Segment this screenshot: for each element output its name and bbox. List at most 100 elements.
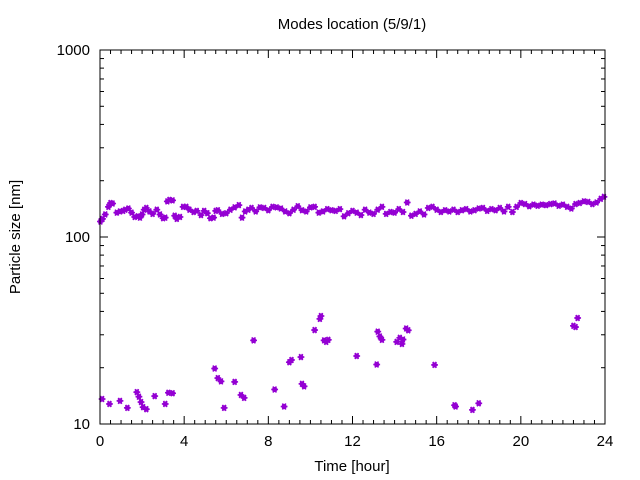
minor-ticks bbox=[100, 50, 605, 424]
data-point bbox=[217, 377, 225, 385]
data-point bbox=[106, 400, 113, 408]
data-point bbox=[210, 214, 218, 221]
data-point bbox=[353, 352, 361, 360]
data-point bbox=[264, 206, 272, 214]
data-points bbox=[97, 193, 608, 414]
x-axis-label: Time [hour] bbox=[314, 458, 389, 475]
data-point bbox=[214, 206, 222, 214]
data-point bbox=[176, 213, 184, 221]
data-point bbox=[288, 356, 295, 364]
data-point bbox=[574, 314, 582, 322]
x-tick-label: 0 bbox=[96, 433, 104, 450]
data-point bbox=[116, 397, 124, 405]
y-tick-label: 100 bbox=[65, 229, 90, 246]
data-point bbox=[161, 214, 169, 221]
data-point bbox=[431, 361, 438, 369]
data-point bbox=[302, 208, 310, 215]
data-point bbox=[399, 208, 407, 216]
data-point bbox=[593, 199, 600, 206]
plot-frame bbox=[99, 49, 606, 425]
data-point bbox=[142, 405, 150, 413]
data-point bbox=[297, 353, 305, 361]
data-point bbox=[222, 209, 230, 217]
x-tick-label: 16 bbox=[428, 433, 445, 450]
data-point bbox=[357, 211, 365, 219]
data-point bbox=[509, 208, 516, 216]
data-point bbox=[479, 204, 487, 212]
data-point bbox=[513, 203, 521, 211]
data-point bbox=[240, 394, 248, 402]
data-point bbox=[151, 392, 159, 400]
x-tick-label: 12 bbox=[344, 433, 361, 450]
data-point bbox=[567, 205, 575, 212]
x-tick-label: 24 bbox=[597, 433, 614, 450]
data-point bbox=[521, 200, 529, 208]
x-tick-label: 20 bbox=[512, 433, 529, 450]
data-point bbox=[109, 200, 117, 207]
chart-title: Modes location (5/9/1) bbox=[278, 16, 426, 33]
data-point bbox=[169, 389, 176, 397]
data-point bbox=[256, 203, 264, 211]
data-point bbox=[378, 203, 386, 211]
data-point bbox=[336, 205, 344, 213]
data-point bbox=[203, 209, 211, 217]
data-point bbox=[496, 204, 504, 212]
data-point bbox=[101, 211, 109, 218]
x-tick-label: 8 bbox=[264, 433, 272, 450]
data-point bbox=[324, 336, 332, 344]
data-point bbox=[391, 209, 398, 217]
data-point bbox=[169, 196, 176, 204]
major-ticks bbox=[99, 49, 606, 425]
data-point bbox=[285, 209, 293, 217]
data-point bbox=[98, 395, 106, 403]
data-point bbox=[149, 210, 157, 218]
data-point bbox=[271, 386, 279, 393]
data-point bbox=[340, 212, 348, 220]
tick-labels: 0 4 8 12 16 20 24 10 100 1000 bbox=[57, 42, 614, 450]
data-point bbox=[420, 211, 428, 218]
y-axis-label: Particle size [nm] bbox=[7, 180, 24, 294]
data-point bbox=[250, 336, 258, 344]
data-point bbox=[469, 406, 476, 414]
data-point bbox=[317, 312, 325, 320]
data-point bbox=[475, 399, 483, 407]
data-point bbox=[235, 201, 243, 209]
data-point bbox=[399, 336, 407, 343]
data-point bbox=[137, 398, 145, 406]
data-point bbox=[135, 393, 143, 401]
data-point bbox=[504, 203, 512, 211]
data-point bbox=[290, 206, 297, 214]
data-point bbox=[452, 403, 460, 410]
data-point bbox=[193, 207, 201, 215]
data-point bbox=[238, 214, 246, 221]
data-point bbox=[378, 336, 386, 344]
data-point bbox=[500, 208, 508, 215]
data-point bbox=[572, 200, 579, 208]
data-point bbox=[403, 199, 411, 206]
data-point bbox=[530, 201, 537, 209]
data-point bbox=[374, 206, 382, 214]
data-point bbox=[373, 361, 381, 368]
data-point bbox=[220, 404, 228, 412]
data-point bbox=[277, 205, 285, 212]
data-point bbox=[248, 204, 255, 212]
data-point bbox=[311, 203, 319, 211]
y-tick-label: 1000 bbox=[57, 42, 90, 59]
data-point bbox=[404, 326, 412, 334]
data-point bbox=[211, 365, 219, 372]
data-point bbox=[123, 404, 131, 412]
data-point bbox=[361, 206, 369, 214]
x-tick-label: 4 bbox=[180, 433, 188, 450]
data-point bbox=[311, 326, 319, 334]
data-point bbox=[429, 203, 436, 211]
data-point bbox=[161, 400, 169, 408]
data-point bbox=[294, 202, 302, 210]
data-point bbox=[231, 378, 239, 386]
data-point bbox=[280, 403, 288, 410]
data-point bbox=[416, 208, 424, 215]
data-point bbox=[370, 210, 377, 218]
data-point bbox=[395, 205, 403, 213]
data-point bbox=[138, 211, 146, 218]
data-point bbox=[572, 323, 579, 331]
